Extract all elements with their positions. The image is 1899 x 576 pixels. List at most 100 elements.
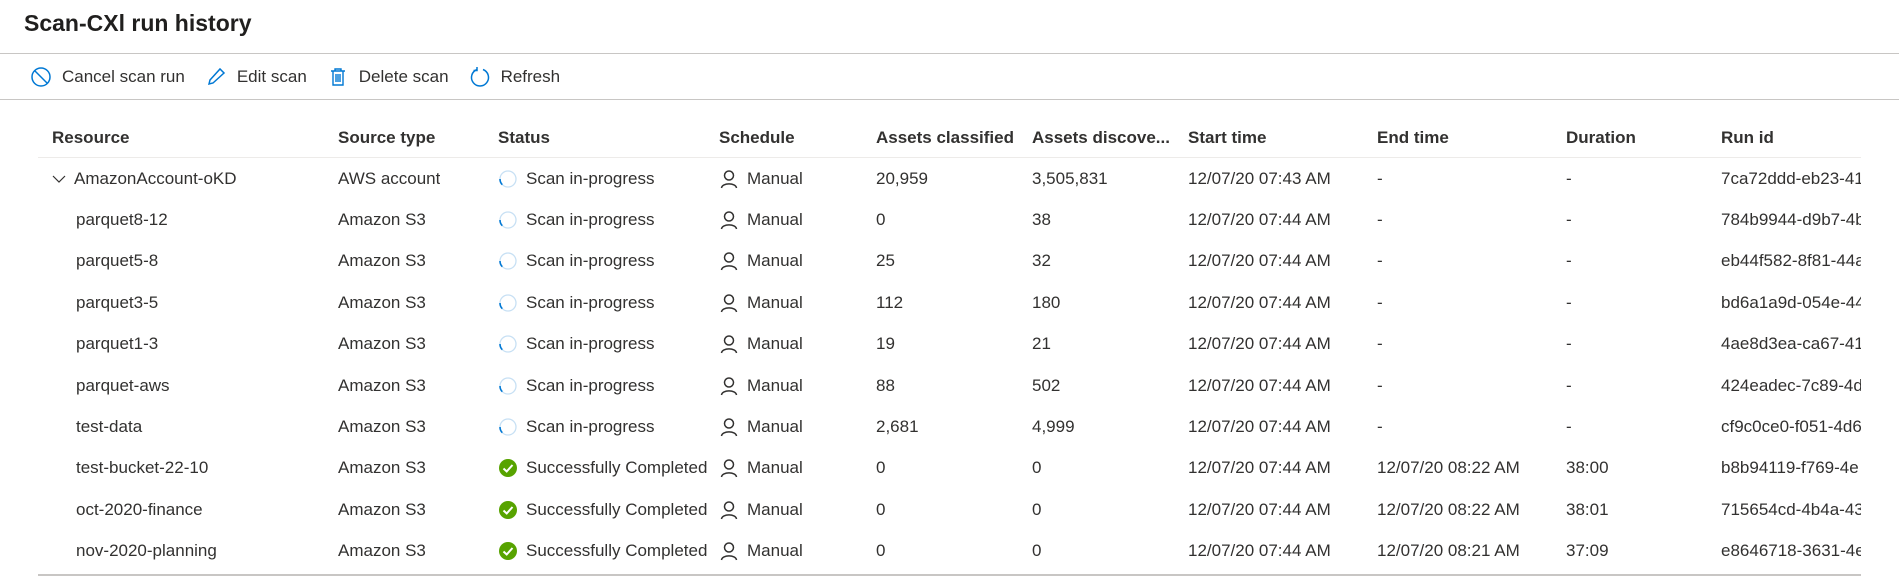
source-type-cell: Amazon S3 [338, 541, 426, 561]
in-progress-icon [499, 294, 517, 312]
column-header-end-time[interactable]: End time [1377, 127, 1449, 147]
end-time-cell: - [1377, 417, 1383, 437]
start-time-cell: 12/07/20 07:44 AM [1188, 292, 1331, 312]
person-icon [720, 459, 738, 478]
chevron-down-icon[interactable] [52, 172, 66, 186]
end-time-cell: - [1377, 168, 1383, 188]
schedule-text: Manual [747, 375, 803, 395]
success-check-icon [499, 500, 517, 519]
person-icon [720, 252, 738, 271]
assets-discovered-cell: 21 [1032, 334, 1051, 354]
duration-cell: 37:09 [1566, 541, 1609, 561]
resource-cell: parquet1-3 [52, 334, 332, 354]
schedule-text: Manual [747, 334, 803, 354]
status-text: Scan in-progress [526, 210, 655, 230]
person-icon [720, 376, 738, 395]
status-text: Scan in-progress [526, 417, 655, 437]
status-cell: Successfully Completed [498, 541, 748, 561]
table-row[interactable]: AmazonAccount-oKD AWS account Scan in-prog… [38, 158, 1861, 199]
delete-scan-label: Delete scan [358, 67, 449, 86]
end-time-cell: 12/07/20 08:21 AM [1377, 541, 1520, 561]
status-cell: Scan in-progress [498, 251, 748, 271]
resource-name: parquet3-5 [76, 292, 159, 312]
table-row[interactable]: parquet5-8 Amazon S3 Scan in-progress Manua… [38, 241, 1861, 282]
assets-discovered-cell: 3,505,831 [1032, 168, 1108, 188]
end-time-cell: - [1377, 210, 1383, 230]
end-time-cell: - [1377, 292, 1383, 312]
resource-name: parquet8-12 [76, 210, 168, 230]
run-history-table: Resource Source type Status Schedule Ass… [38, 118, 1861, 572]
duration-cell: - [1566, 375, 1572, 395]
edit-scan-label: Edit scan [236, 67, 307, 86]
schedule-cell: Manual [719, 210, 803, 230]
resource-cell: test-data [52, 417, 332, 437]
schedule-text: Manual [747, 458, 803, 478]
success-check-icon [499, 459, 517, 478]
column-header-source-type[interactable]: Source type [338, 127, 436, 147]
resource-cell: parquet5-8 [52, 251, 332, 271]
source-type-cell: Amazon S3 [338, 458, 426, 478]
schedule-cell: Manual [719, 500, 803, 520]
refresh-label: Refresh [500, 67, 561, 86]
column-header-status[interactable]: Status [498, 127, 550, 147]
schedule-cell: Manual [719, 376, 803, 396]
start-time-cell: 12/07/20 07:44 AM [1188, 458, 1331, 478]
table-row[interactable]: parquet8-12 Amazon S3 Scan in-progress Manu… [38, 199, 1861, 240]
person-icon [720, 542, 738, 561]
assets-classified-cell: 0 [876, 541, 886, 561]
schedule-cell: Manual [719, 458, 803, 478]
status-cell: Scan in-progress [498, 376, 748, 396]
cancel-scan-run-button[interactable]: Cancel scan run [30, 66, 185, 88]
divider [0, 99, 1899, 100]
table-row[interactable]: nov-2020-planning Amazon S3 Successfully C… [38, 531, 1861, 572]
column-header-resource[interactable]: Resource [52, 127, 130, 147]
table-header: Resource Source type Status Schedule Ass… [38, 118, 1861, 158]
pencil-icon [207, 67, 225, 86]
delete-scan-button[interactable]: Delete scan [327, 66, 449, 88]
column-header-schedule[interactable]: Schedule [719, 127, 795, 147]
table-row[interactable]: parquet-aws Amazon S3 Scan in-progress Manu… [38, 365, 1861, 406]
column-header-assets-classified[interactable]: Assets classified [876, 127, 1014, 147]
run-id-cell: e8646718-3631-4e [1721, 541, 1861, 561]
resource-cell: oct-2020-finance [52, 500, 332, 520]
duration-cell: - [1566, 334, 1572, 354]
refresh-button[interactable]: Refresh [469, 66, 561, 88]
status-text: Scan in-progress [526, 292, 655, 312]
status-text: Successfully Completed [526, 541, 708, 561]
column-header-duration[interactable]: Duration [1566, 127, 1636, 147]
status-cell: Scan in-progress [498, 293, 748, 313]
column-header-run-id[interactable]: Run id [1721, 127, 1774, 147]
resource-name: AmazonAccount-oKD [74, 168, 237, 188]
resource-cell: parquet-aws [52, 376, 332, 396]
run-id-cell: 424eadec-7c89-4d [1721, 375, 1861, 395]
status-cell: Successfully Completed [498, 458, 748, 478]
edit-scan-button[interactable]: Edit scan [205, 66, 307, 88]
assets-classified-cell: 25 [876, 251, 895, 271]
table-row[interactable]: parquet1-3 Amazon S3 Scan in-progress Manua… [38, 324, 1861, 365]
status-text: Scan in-progress [526, 168, 655, 188]
run-id-cell: 784b9944-d9b7-4b [1721, 210, 1861, 230]
table-row[interactable]: oct-2020-finance Amazon S3 Successfully Co… [38, 489, 1861, 530]
run-id-cell: 7ca72ddd-eb23-41 [1721, 168, 1861, 188]
table-row[interactable]: test-bucket-22-10 Amazon S3 Successfully C… [38, 448, 1861, 489]
status-cell: Scan in-progress [498, 210, 748, 230]
column-header-start-time[interactable]: Start time [1188, 127, 1267, 147]
start-time-cell: 12/07/20 07:44 AM [1188, 251, 1331, 271]
assets-classified-cell: 2,681 [876, 417, 919, 437]
status-cell: Scan in-progress [498, 169, 748, 189]
page-title: Scan-CXl run history [24, 10, 252, 36]
table-row[interactable]: test-data Amazon S3 Scan in-progress Manual… [38, 406, 1861, 447]
schedule-cell: Manual [719, 417, 803, 437]
assets-classified-cell: 112 [876, 292, 904, 312]
table-row[interactable]: parquet3-5 Amazon S3 Scan in-progress Manua… [38, 282, 1861, 323]
end-time-cell: 12/07/20 08:22 AM [1377, 499, 1520, 519]
source-type-cell: Amazon S3 [338, 292, 426, 312]
resource-cell: test-bucket-22-10 [52, 458, 332, 478]
start-time-cell: 12/07/20 07:43 AM [1188, 168, 1331, 188]
in-progress-icon [499, 211, 517, 229]
column-header-assets-discovered[interactable]: Assets discove... [1032, 127, 1170, 147]
status-cell: Scan in-progress [498, 334, 748, 354]
schedule-text: Manual [747, 168, 803, 188]
end-time-cell: - [1377, 375, 1383, 395]
run-id-cell: eb44f582-8f81-44a [1721, 251, 1861, 271]
